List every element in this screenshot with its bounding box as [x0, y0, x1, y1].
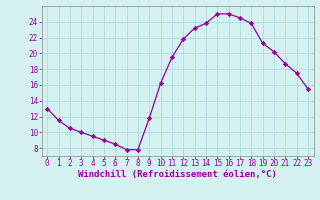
X-axis label: Windchill (Refroidissement éolien,°C): Windchill (Refroidissement éolien,°C) [78, 170, 277, 179]
